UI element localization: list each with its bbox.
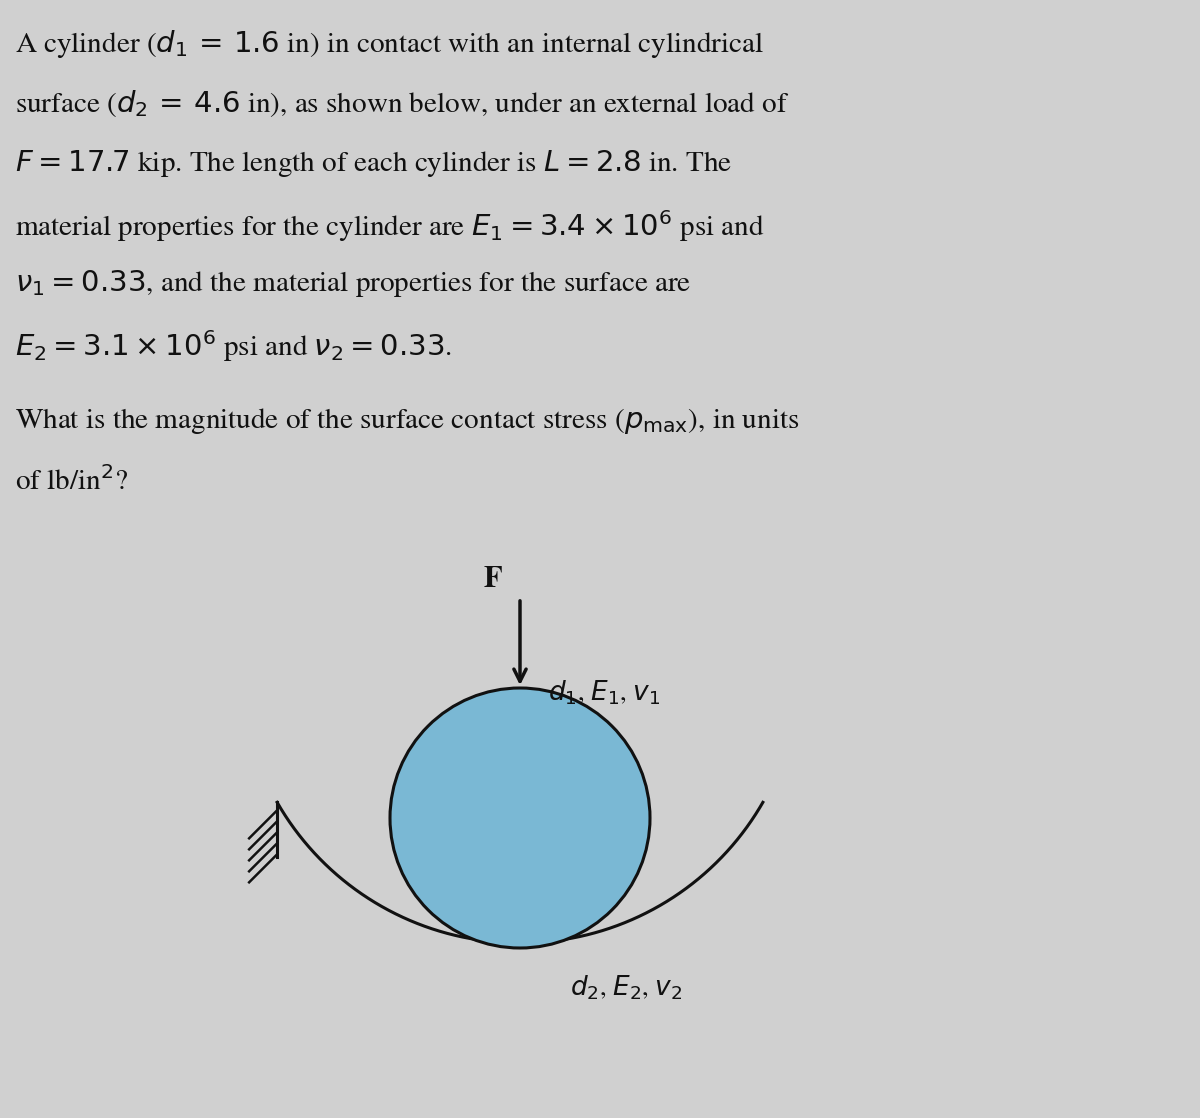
Text: $F = 17.7$ kip. The length of each cylinder is $L = 2.8$ in. The: $F = 17.7$ kip. The length of each cylin… bbox=[14, 148, 732, 179]
Text: F: F bbox=[484, 566, 502, 593]
Text: $d_2$, $E_2$, $v_2$: $d_2$, $E_2$, $v_2$ bbox=[570, 974, 683, 1002]
Text: $\nu_1 = 0.33$, and the material properties for the surface are: $\nu_1 = 0.33$, and the material propert… bbox=[14, 268, 691, 299]
Text: A cylinder ($d_1\,{=}\,1.6$ in) in contact with an internal cylindrical: A cylinder ($d_1\,{=}\,1.6$ in) in conta… bbox=[14, 28, 764, 60]
Text: What is the magnitude of the surface contact stress ($p_{\mathrm{max}}$), in uni: What is the magnitude of the surface con… bbox=[14, 406, 799, 436]
Text: $E_2 = 3.1 \times 10^6$ psi and $\nu_2 = 0.33$.: $E_2 = 3.1 \times 10^6$ psi and $\nu_2 =… bbox=[14, 328, 452, 363]
Text: surface ($d_2\,{=}\,4.6$ in), as shown below, under an external load of: surface ($d_2\,{=}\,4.6$ in), as shown b… bbox=[14, 88, 790, 119]
Text: of lb/in$^2$?: of lb/in$^2$? bbox=[14, 466, 128, 496]
Circle shape bbox=[390, 688, 650, 948]
Text: material properties for the cylinder are $E_1 = 3.4 \times 10^6$ psi and: material properties for the cylinder are… bbox=[14, 208, 764, 244]
Text: $d_1$, $E_1$, $v_1$: $d_1$, $E_1$, $v_1$ bbox=[548, 679, 660, 708]
